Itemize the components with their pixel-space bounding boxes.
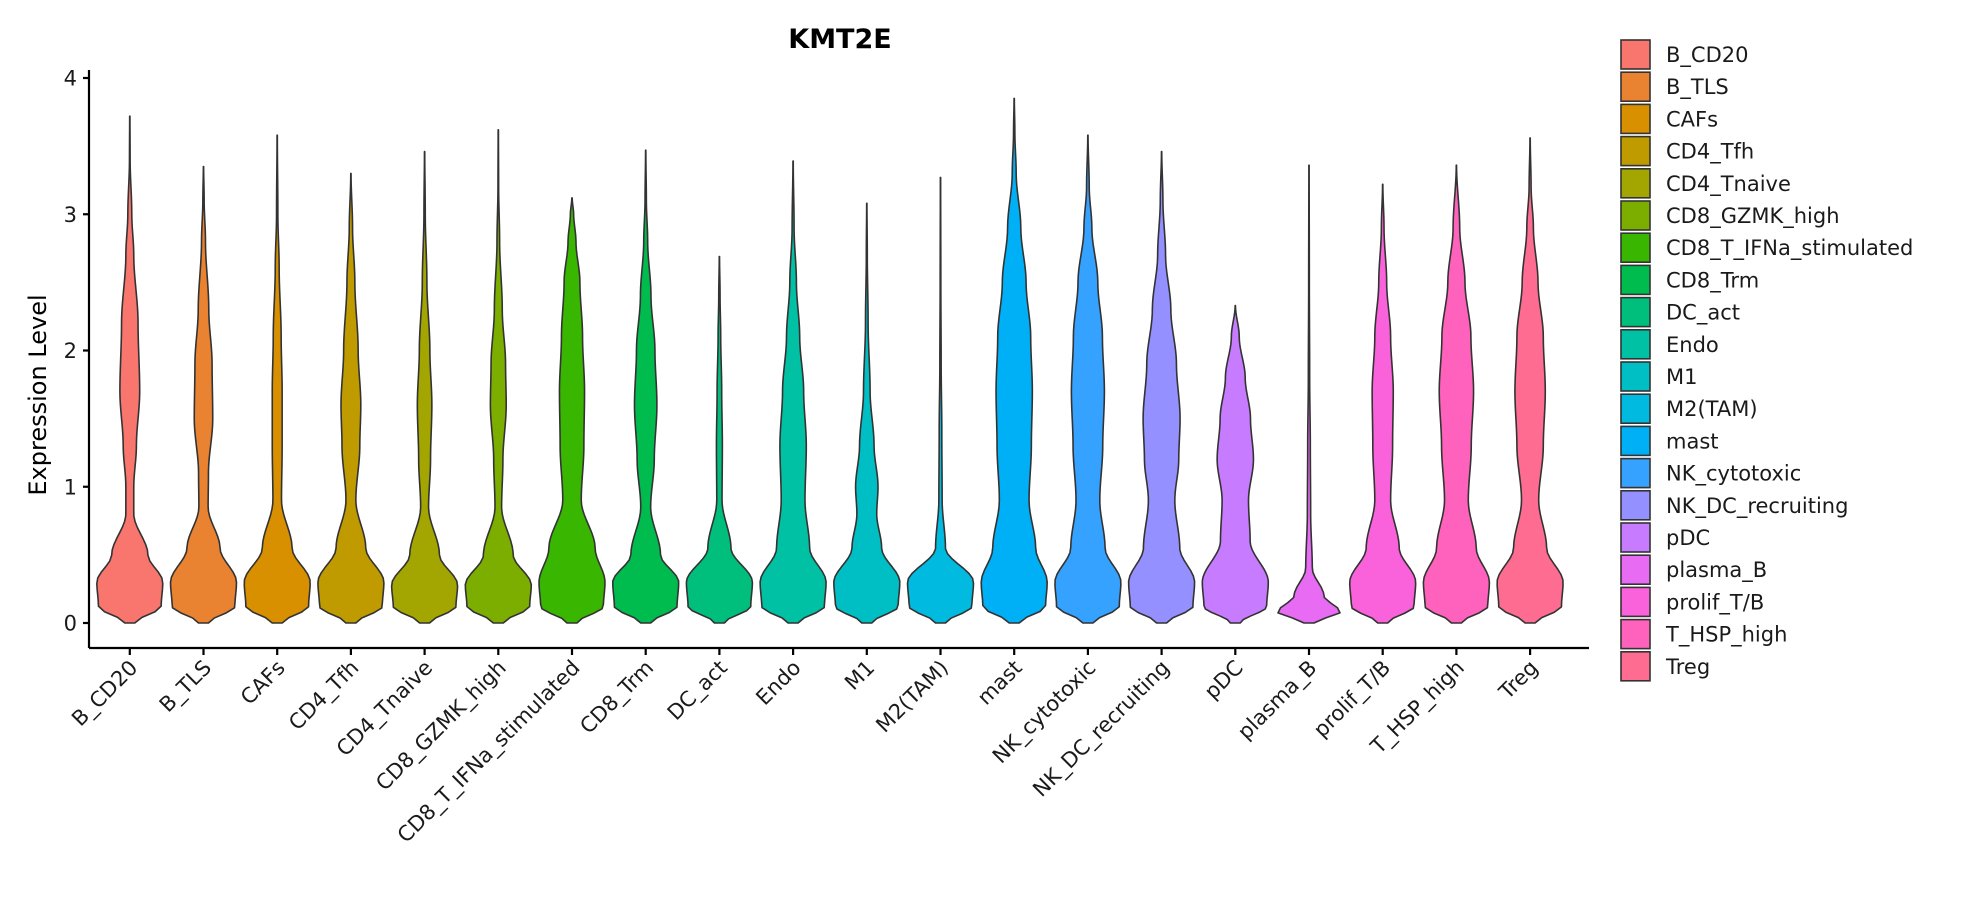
x-tick-label: M2(TAM) xyxy=(871,656,953,738)
legend-key xyxy=(1620,168,1651,199)
x-tick-label: mast xyxy=(973,656,1027,710)
violin-Treg xyxy=(1496,137,1564,624)
legend-label: CD4_Tfh xyxy=(1666,140,1754,165)
x-tick-label: B_CD20 xyxy=(67,656,143,732)
legend-key xyxy=(1620,554,1651,586)
legend-key xyxy=(1620,489,1651,521)
legend-key xyxy=(1620,200,1651,231)
legend-key xyxy=(1620,103,1651,135)
x-tick-label: CD8_Trm xyxy=(575,656,659,740)
violin-CD8_Trm xyxy=(611,149,680,624)
legend-label: Endo xyxy=(1666,333,1719,357)
legend-label: CD8_T_IFNa_stimulated xyxy=(1666,236,1913,261)
legend-key xyxy=(1620,618,1651,650)
legend-label: mast xyxy=(1666,429,1719,453)
legend-key xyxy=(1620,393,1651,425)
legend: B_CD20 B_TLS CAFs CD4_Tfh CD4_Tnaive CD8_GZMK… xyxy=(1620,39,1913,682)
x-tick-label: Treg xyxy=(1494,656,1543,705)
legend-label: plasma_B xyxy=(1666,558,1767,583)
violin-CD4_Tnaive xyxy=(390,150,459,624)
legend-label: T_HSP_high xyxy=(1665,623,1787,648)
legend-key xyxy=(1620,135,1651,167)
x-tick-label: CAFs xyxy=(236,656,290,710)
y-tick-label: 2 xyxy=(64,339,77,363)
y-tick-label: 4 xyxy=(64,67,77,91)
legend-label: pDC xyxy=(1666,526,1710,550)
legend-label: CAFs xyxy=(1666,107,1718,131)
y-axis: 0 1 2 3 4 xyxy=(64,67,91,648)
legend-label: CD4_Tnaive xyxy=(1666,172,1791,197)
legend-key xyxy=(1620,457,1651,489)
y-tick-label: 3 xyxy=(64,203,77,227)
x-tick-label: plasma_B xyxy=(1233,656,1322,745)
legend-key xyxy=(1620,522,1651,553)
violin-B_TLS xyxy=(169,165,238,624)
violin-group xyxy=(96,97,1564,624)
legend-key xyxy=(1620,328,1651,360)
x-tick-label: pDC xyxy=(1200,656,1248,704)
legend-key xyxy=(1620,71,1651,102)
violin-CD8_GZMK_high xyxy=(464,128,533,624)
violin-M1 xyxy=(833,202,901,624)
violin-DC_act xyxy=(685,255,754,624)
y-tick-label: 0 xyxy=(64,612,77,636)
legend-label: Treg xyxy=(1665,655,1710,679)
violin-NK_cytotoxic xyxy=(1054,134,1122,624)
legend-label: B_TLS xyxy=(1666,75,1729,100)
x-tick-label: NK_DC_recruiting xyxy=(1028,656,1175,803)
violin-CD8_T_IFNa_stimulated xyxy=(538,197,606,624)
chart-title: KMT2E xyxy=(788,24,891,55)
legend-key xyxy=(1620,425,1651,457)
x-tick-label: CD8_GZMK_high xyxy=(371,656,511,796)
x-tick-label: B_TLS xyxy=(155,656,217,718)
legend-label: M2(TAM) xyxy=(1666,397,1758,421)
violin-T_HSP_high xyxy=(1422,164,1491,624)
legend-key xyxy=(1620,232,1651,263)
legend-key xyxy=(1620,296,1651,328)
legend-label: NK_cytotoxic xyxy=(1666,462,1801,487)
violin-plasma_B xyxy=(1277,164,1341,624)
legend-key xyxy=(1620,264,1651,296)
legend-key xyxy=(1620,39,1651,70)
y-axis-title: Expression Level xyxy=(24,294,52,495)
y-tick-label: 1 xyxy=(64,475,77,499)
violin-Endo xyxy=(759,160,827,624)
legend-key xyxy=(1620,361,1651,392)
x-axis: B_CD20 B_TLS CAFsCD4_TfhCD4_TnaiveCD8_GZMK… xyxy=(67,646,1589,848)
x-tick-label: Endo xyxy=(751,656,805,710)
violin-mast xyxy=(980,97,1048,624)
violin-CAFs xyxy=(243,134,311,624)
violin-NK_DC_recruiting xyxy=(1127,150,1196,624)
violin-B_CD20 xyxy=(96,115,164,624)
violin-pDC xyxy=(1201,304,1270,624)
x-tick-label: DC_act xyxy=(663,656,733,726)
legend-key xyxy=(1620,586,1651,618)
legend-label: M1 xyxy=(1666,365,1697,389)
legend-label: DC_act xyxy=(1666,301,1740,326)
legend-key xyxy=(1620,650,1651,682)
violin-CD4_Tfh xyxy=(317,172,385,624)
legend-label: CD8_Trm xyxy=(1666,268,1759,293)
violin-prolif_T/B xyxy=(1348,183,1417,624)
legend-label: prolif_T/B xyxy=(1666,590,1764,615)
legend-label: B_CD20 xyxy=(1666,43,1748,68)
violin-M2(TAM) xyxy=(906,176,975,624)
legend-label: CD8_GZMK_high xyxy=(1666,204,1840,229)
x-tick-label: M1 xyxy=(840,656,879,695)
legend-label: NK_DC_recruiting xyxy=(1666,494,1848,519)
